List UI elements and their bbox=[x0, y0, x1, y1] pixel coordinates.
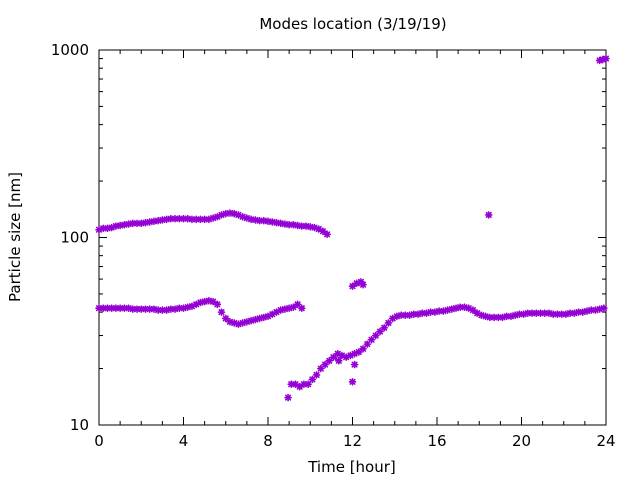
x-tick-label: 8 bbox=[263, 432, 273, 450]
data-point bbox=[566, 309, 574, 317]
data-point bbox=[431, 308, 439, 316]
y-axis: 10 100 1000 bbox=[51, 41, 606, 434]
x-tick-label: 4 bbox=[179, 432, 189, 450]
data-point bbox=[95, 304, 103, 312]
data-point bbox=[363, 340, 372, 348]
data-point bbox=[334, 356, 343, 365]
x-tick-label: 16 bbox=[427, 432, 446, 450]
data-point bbox=[175, 214, 184, 223]
data-point bbox=[297, 304, 306, 312]
data-point bbox=[200, 215, 209, 224]
y-tick-label: 100 bbox=[60, 229, 89, 247]
data-point bbox=[359, 280, 367, 289]
data-point bbox=[498, 313, 507, 322]
x-axis: 0 4 8 12 16 20 24 bbox=[94, 50, 616, 450]
data-point bbox=[384, 319, 393, 327]
data-point bbox=[312, 371, 321, 379]
data-point bbox=[304, 380, 312, 389]
y-axis-title: Particle size [nm] bbox=[6, 172, 24, 302]
y-tick-label: 1000 bbox=[51, 41, 89, 59]
data-point bbox=[321, 360, 329, 369]
data-point bbox=[549, 310, 557, 318]
data-point bbox=[426, 308, 435, 316]
y-tick-label: 10 bbox=[70, 416, 89, 434]
data-point bbox=[259, 313, 268, 322]
data-point bbox=[103, 304, 112, 312]
data-point bbox=[129, 305, 137, 313]
data-point bbox=[167, 305, 175, 313]
data-point bbox=[116, 304, 124, 312]
data-point bbox=[284, 393, 292, 402]
x-tick-label: 12 bbox=[343, 432, 362, 450]
x-tick-label: 20 bbox=[512, 432, 531, 450]
x-tick-label: 24 bbox=[596, 432, 615, 450]
data-point bbox=[602, 54, 610, 63]
data-point bbox=[456, 303, 465, 311]
plot-border bbox=[98, 49, 607, 426]
x-axis-title: Time [hour] bbox=[307, 458, 396, 476]
x-tick-label: 0 bbox=[94, 432, 104, 450]
data-markers bbox=[95, 54, 610, 402]
data-point bbox=[188, 215, 196, 224]
data-point bbox=[350, 360, 359, 369]
data-point bbox=[380, 323, 388, 332]
plot-frame bbox=[98, 49, 607, 426]
data-point bbox=[528, 309, 536, 317]
data-point bbox=[167, 214, 175, 223]
chart-title: Modes location (3/19/19) bbox=[259, 15, 446, 33]
data-point bbox=[319, 227, 327, 236]
data-point bbox=[217, 308, 226, 316]
data-point bbox=[308, 375, 317, 384]
data-point bbox=[540, 309, 549, 317]
data-point bbox=[469, 306, 477, 314]
data-point bbox=[484, 211, 493, 219]
data-point bbox=[348, 377, 357, 386]
data-point bbox=[196, 215, 205, 224]
data-point bbox=[129, 219, 137, 228]
data-point bbox=[323, 230, 331, 239]
data-point bbox=[285, 220, 293, 229]
data-point bbox=[213, 300, 222, 309]
data-point bbox=[600, 304, 608, 312]
data-point bbox=[359, 344, 367, 353]
